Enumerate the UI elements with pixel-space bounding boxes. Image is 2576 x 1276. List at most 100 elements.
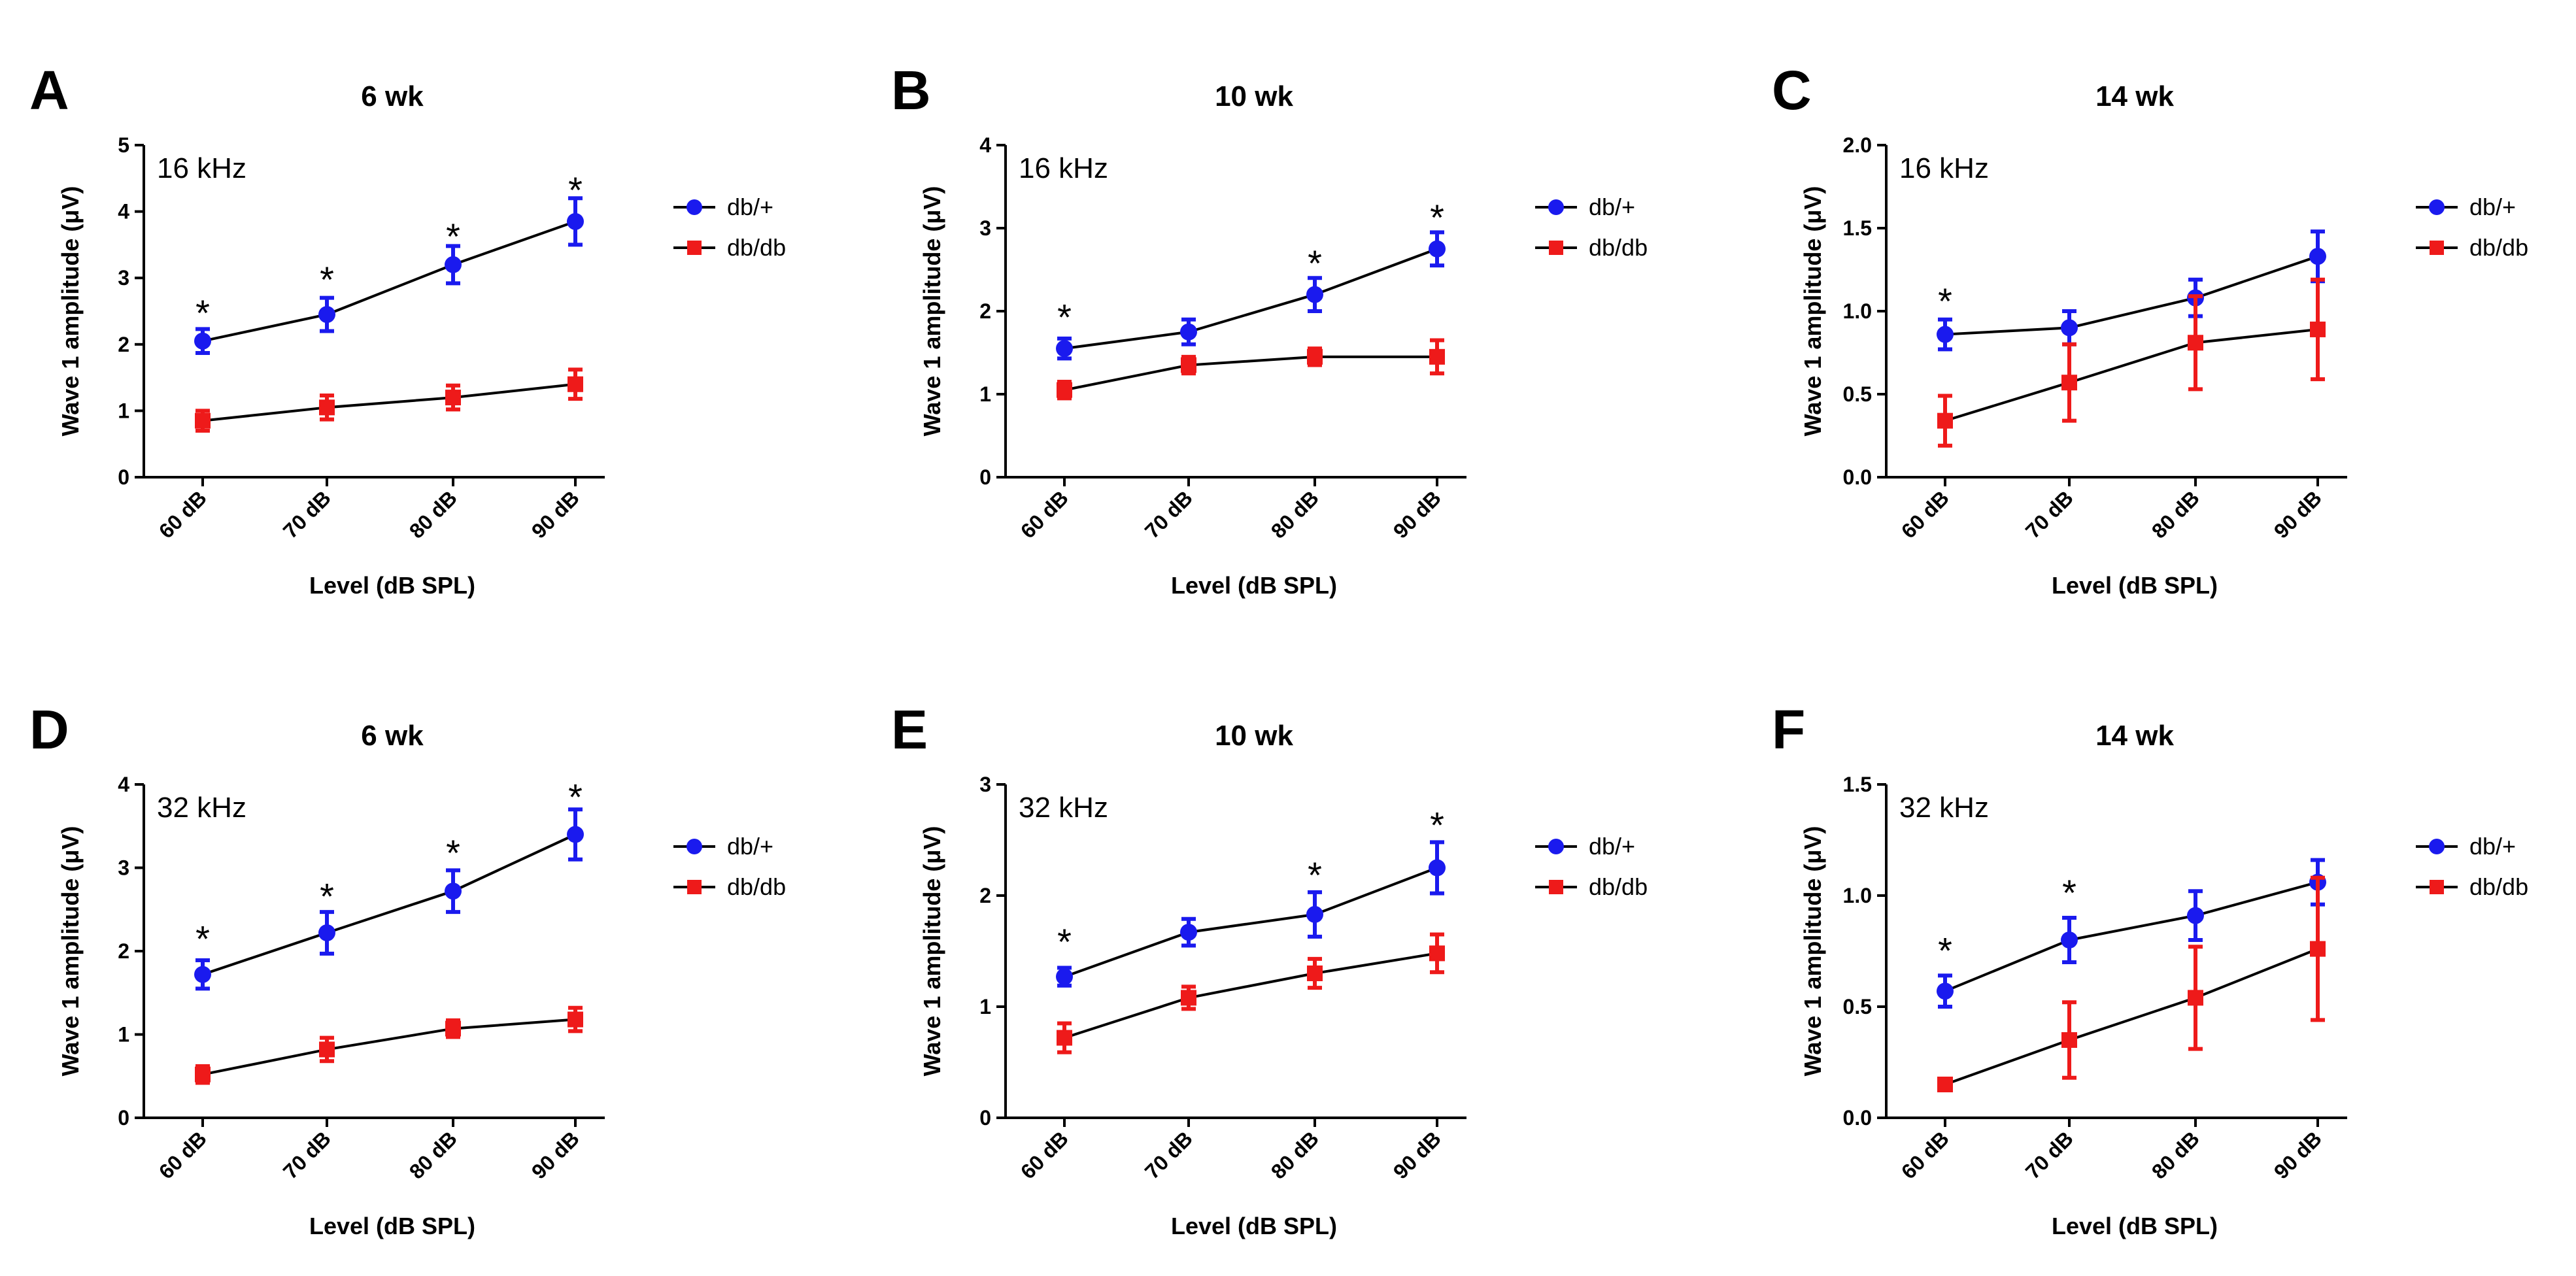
panel-letter-a: A (29, 59, 69, 121)
panel-title-d: 6 wk (361, 720, 424, 752)
x-tick-label-d: 70 dB (279, 1126, 335, 1183)
y-tick-label-b: 3 (979, 216, 991, 240)
legend-marker-dbplus-f (2429, 839, 2445, 854)
x-tick-label-c: 90 dB (2269, 486, 2326, 543)
point-dbdb-c (1937, 412, 1953, 429)
frequency-label-b: 16 kHz (1019, 152, 1108, 184)
point-dbdb-d (568, 1011, 583, 1028)
x-tick-label-b: 90 dB (1389, 486, 1446, 543)
x-tick-label-d: 80 dB (405, 1126, 462, 1183)
significance-star-b: * (1057, 296, 1072, 337)
series-line-dbplus-a (202, 220, 576, 343)
y-axis-label-a: Wave 1 amplitude (μV) (57, 186, 84, 437)
y-tick-label-f: 1.0 (1843, 884, 1872, 907)
y-tick-label-a: 2 (118, 333, 129, 356)
y-axis-label-b: Wave 1 amplitude (μV) (919, 186, 945, 437)
x-tick-label-a: 70 dB (279, 486, 335, 543)
significance-star-e: * (1057, 921, 1072, 962)
point-dbdb-e (1181, 990, 1196, 1006)
x-tick-label-b: 60 dB (1016, 486, 1073, 543)
y-axis-label-c: Wave 1 amplitude (μV) (1799, 186, 1826, 437)
y-tick-label-c: 1.0 (1843, 299, 1872, 323)
point-dbdb-e (1429, 945, 1445, 962)
point-dbdb-a (568, 376, 583, 392)
legend-marker-dbdb-a (687, 241, 702, 255)
frequency-label-c: 16 kHz (1899, 152, 1989, 184)
point-dbdb-a (195, 412, 211, 429)
y-axis-label-e: Wave 1 amplitude (μV) (919, 826, 945, 1077)
point-dbdb-b (1181, 357, 1196, 373)
significance-star-b: * (1430, 197, 1444, 238)
point-dbplus-c (2309, 248, 2326, 265)
legend-marker-dbplus-b (1548, 199, 1564, 215)
point-dbdb-c (2061, 375, 2077, 391)
point-dbdb-d (195, 1066, 211, 1083)
panel-title-f: 14 wk (2095, 720, 2174, 752)
frequency-label-d: 32 kHz (157, 792, 246, 824)
point-dbdb-f (1937, 1077, 1953, 1092)
point-dbplus-e (1056, 968, 1073, 986)
x-tick-label-a: 80 dB (405, 486, 462, 543)
y-tick-label-e: 1 (979, 995, 991, 1018)
series-line-dbdb-b (1064, 355, 1437, 392)
y-tick-label-a: 5 (118, 133, 129, 157)
y-tick-label-f: 1.5 (1843, 773, 1872, 796)
significance-star-f: * (1938, 930, 1952, 971)
legend-label-dbdb-a: db/db (727, 234, 786, 261)
x-tick-label-d: 90 dB (527, 1126, 584, 1183)
series-line-dbdb-f (1944, 947, 2318, 1086)
y-tick-label-a: 0 (118, 465, 129, 489)
y-tick-label-e: 2 (979, 884, 991, 907)
panel-letter-d: D (29, 699, 69, 760)
legend-label-dbdb-f: db/db (2469, 873, 2528, 900)
y-tick-label-e: 0 (979, 1106, 991, 1130)
panel-letter-b: B (891, 59, 931, 121)
y-tick-label-e: 3 (979, 773, 991, 796)
panel-letter-c: C (1772, 59, 1812, 121)
point-dbdb-f (2188, 990, 2203, 1006)
legend-label-dbplus-e: db/+ (1589, 833, 1635, 860)
series-line-dbdb-a (202, 382, 576, 422)
series-line-dbplus-d (202, 833, 576, 976)
x-tick-label-c: 70 dB (2021, 486, 2078, 543)
y-tick-label-b: 1 (979, 382, 991, 406)
significance-star-c: * (1938, 280, 1952, 322)
legend-label-dbdb-d: db/db (727, 873, 786, 900)
legend-marker-dbplus-c (2429, 199, 2445, 215)
point-dbplus-b (1180, 323, 1197, 341)
point-dbplus-e (1306, 905, 1323, 923)
y-tick-label-f: 0.0 (1843, 1106, 1872, 1130)
point-dbplus-e (1180, 924, 1197, 941)
x-axis-label-c: Level (dB SPL) (2052, 572, 2218, 599)
point-dbdb-c (2310, 321, 2326, 337)
y-tick-label-b: 0 (979, 465, 991, 489)
significance-star-a: * (195, 292, 210, 333)
legend-marker-dbdb-b (1549, 241, 1563, 255)
x-tick-label-a: 60 dB (154, 486, 211, 543)
series-line-dbplus-c (1944, 255, 2318, 336)
series-line-dbplus-f (1944, 881, 2318, 993)
legend-label-dbplus-a: db/+ (727, 193, 773, 220)
x-tick-label-e: 70 dB (1140, 1126, 1197, 1183)
x-tick-label-d: 60 dB (154, 1126, 211, 1183)
x-axis-label-d: Level (dB SPL) (309, 1213, 475, 1239)
y-axis-label-d: Wave 1 amplitude (μV) (57, 826, 84, 1077)
x-tick-label-e: 80 dB (1266, 1126, 1323, 1183)
point-dbplus-d (318, 924, 335, 941)
y-tick-label-b: 4 (979, 133, 991, 157)
y-tick-label-d: 0 (118, 1106, 129, 1130)
x-tick-label-c: 80 dB (2147, 486, 2204, 543)
point-dbdb-c (2188, 335, 2203, 351)
point-dbdb-f (2310, 941, 2326, 957)
legend-label-dbplus-d: db/+ (727, 833, 773, 860)
series-line-dbplus-b (1064, 247, 1438, 350)
point-dbplus-b (1429, 240, 1446, 258)
significance-star-d: * (446, 832, 460, 873)
point-dbplus-d (445, 882, 462, 900)
significance-star-d: * (320, 875, 334, 916)
x-axis-label-f: Level (dB SPL) (2052, 1213, 2218, 1239)
frequency-label-e: 32 kHz (1019, 792, 1108, 824)
legend-marker-dbplus-d (686, 839, 702, 854)
point-dbdb-b (1307, 348, 1323, 365)
